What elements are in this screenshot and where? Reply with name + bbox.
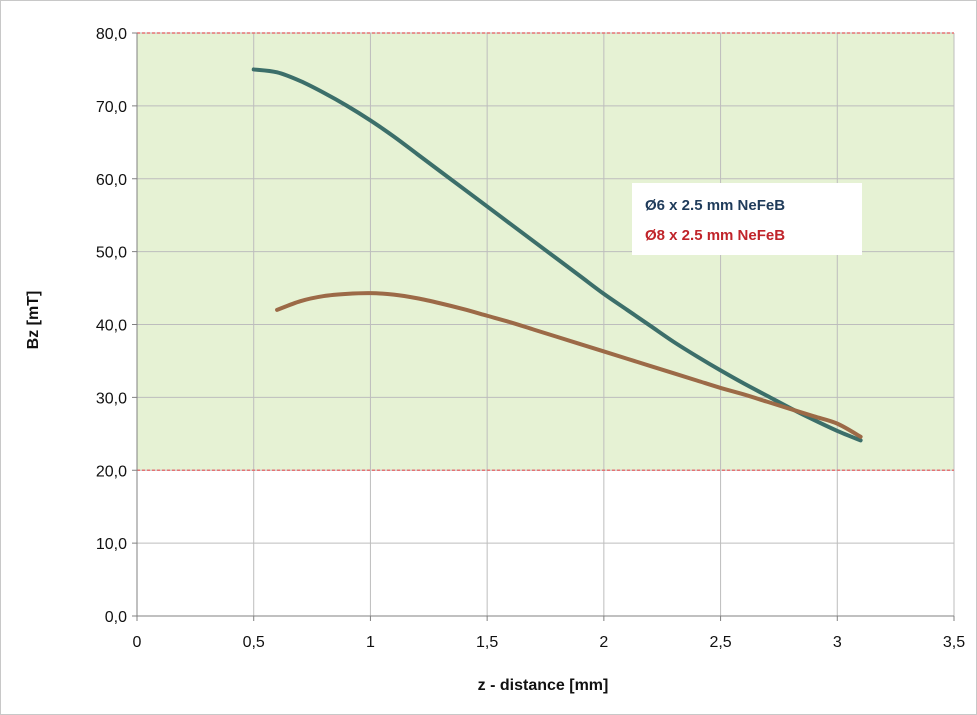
series-0-point-26 [859,439,862,442]
legend-entry-phi8: Ø8 x 2.5 mm NeFeB [645,227,785,244]
series-0-point-18 [673,341,675,343]
series-1-point-24 [836,422,839,425]
y-tick-label-3: 30,0 [96,390,127,407]
x-tick-label-0: 0 [133,634,142,651]
series-1-point-0 [276,309,278,311]
series-1-point-17 [673,372,675,375]
series-1-point-13 [579,343,582,345]
axes [132,32,955,621]
series-1-point-22 [789,408,792,410]
series-0-point-21 [743,382,745,385]
series-0-point-17 [649,325,652,327]
series-1-point-1 [299,300,302,302]
series-0-point-19 [696,355,699,358]
series-1-point-10 [509,321,512,324]
series-1-point-16 [649,365,652,367]
y-tick-label-1: 10,0 [96,536,127,553]
series-1-point-2 [322,295,325,297]
y-tick-label-6: 60,0 [96,172,127,189]
series-0-point-6 [392,135,395,138]
series-1-point-14 [603,350,605,353]
y-axis-title: Bz [mT] [25,291,42,350]
x-tick-label-4: 2 [599,634,608,651]
series-0-point-13 [556,258,558,260]
series-1-point-3 [346,293,348,295]
series-1-point-20 [743,393,745,396]
y-tick-label-5: 50,0 [96,245,127,262]
x-axis-title: z - distance [mm] [478,677,609,694]
series-0-point-3 [322,91,325,94]
x-tick-label-5: 2,5 [709,634,731,651]
series-0-point-8 [439,170,442,173]
series-1-point-5 [392,293,395,296]
series-0-point-0 [252,68,255,71]
y-tick-label-0: 0,0 [105,609,127,626]
x-tick-label-2: 1 [366,634,375,651]
series-1-point-9 [486,314,488,317]
series-0-point-10 [486,205,488,208]
series-0-point-4 [346,105,348,107]
series-0-point-15 [603,293,605,295]
series-1-point-25 [859,435,862,438]
series-1-point-11 [533,328,535,331]
series-0-point-14 [579,275,582,278]
y-tick-labels: 0,0 10,0 20,0 30,0 40,0 50,0 60,0 70,0 80,0 [96,26,127,626]
series-1-point-23 [813,415,815,418]
series-1-point-8 [463,308,465,310]
series-1-point-4 [369,292,372,294]
x-tick-label-1: 0,5 [243,634,265,651]
series-1-point-12 [556,336,558,338]
series-0-point-25 [836,430,839,432]
series-0-point-5 [369,119,372,122]
y-tick-label-8: 80,0 [96,26,127,43]
series-line-1 [275,291,863,439]
series-1-point-21 [766,400,769,403]
series-0-point-24 [813,419,815,421]
series-0-point-7 [416,153,418,155]
series-1-point-18 [696,379,699,382]
series-0-point-20 [719,369,722,372]
series-1-point-19 [719,387,722,389]
series-0-point-1 [276,71,278,74]
legend-entry-phi6: Ø6 x 2.5 mm NeFeB [645,197,785,214]
x-tick-labels: 0 0,5 1 1,5 2 2,5 3 3,5 [133,634,966,651]
series-0-point-2 [299,80,302,82]
series-0-point-22 [766,395,769,397]
series-0-point-9 [463,188,465,190]
series-1-point-6 [416,297,418,300]
series-1-point-7 [439,302,442,305]
y-tick-label-7: 70,0 [96,99,127,116]
series-0-point-16 [626,309,628,311]
legend-box [632,183,862,255]
y-tick-label-2: 20,0 [96,463,127,480]
y-tick-label-4: 40,0 [96,318,127,335]
series-0-point-12 [533,240,535,243]
legend: Ø6 x 2.5 mm NeFeB Ø8 x 2.5 mm NeFeB [632,183,862,255]
series-group [251,67,863,443]
x-tick-label-6: 3 [833,634,842,651]
series-1-point-15 [626,357,628,360]
limit-lines [137,32,954,471]
series-0-point-11 [509,223,512,225]
x-tick-label-3: 1,5 [476,634,498,651]
x-tick-label-7: 3,5 [943,634,965,651]
